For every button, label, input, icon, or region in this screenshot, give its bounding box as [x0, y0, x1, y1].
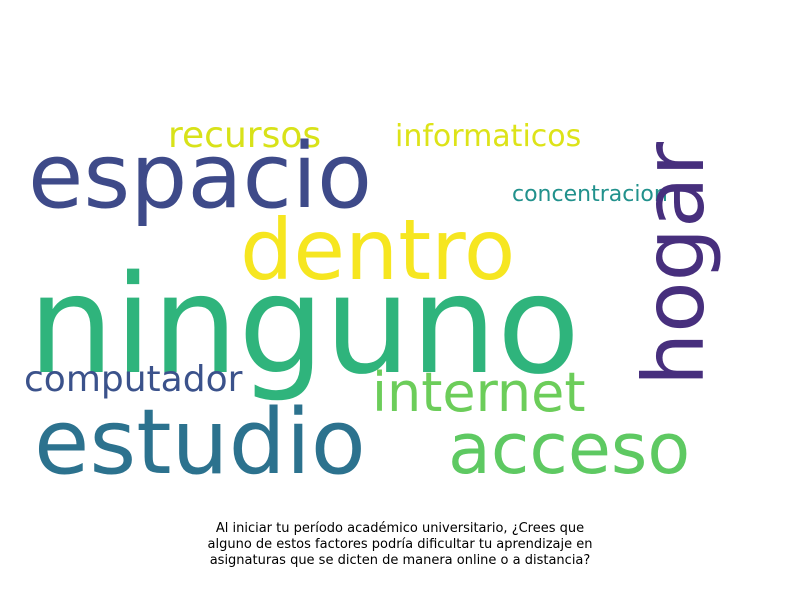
caption: Al iniciar tu período académico universi… — [150, 521, 650, 569]
word-recursos: recursos — [168, 115, 322, 156]
word-acceso: acceso — [448, 408, 691, 490]
caption-line-2: alguno de estos factores podría dificult… — [207, 537, 593, 552]
word-internet: internet — [372, 361, 586, 424]
word-estudio: estudio — [34, 390, 366, 495]
word-espacio: espacio — [28, 124, 373, 229]
word-hogar: hogar — [625, 142, 723, 386]
caption-line-3: asignaturas que se dicten de manera onli… — [209, 553, 591, 568]
word-computador: computador — [24, 359, 243, 400]
word-ninguno: ninguno — [28, 247, 581, 405]
word-informaticos: informaticos — [395, 119, 582, 154]
word-dentro: dentro — [240, 201, 516, 299]
caption-line-1: Al iniciar tu período académico universi… — [215, 521, 585, 536]
word-concentracion: concentracion — [512, 182, 668, 207]
